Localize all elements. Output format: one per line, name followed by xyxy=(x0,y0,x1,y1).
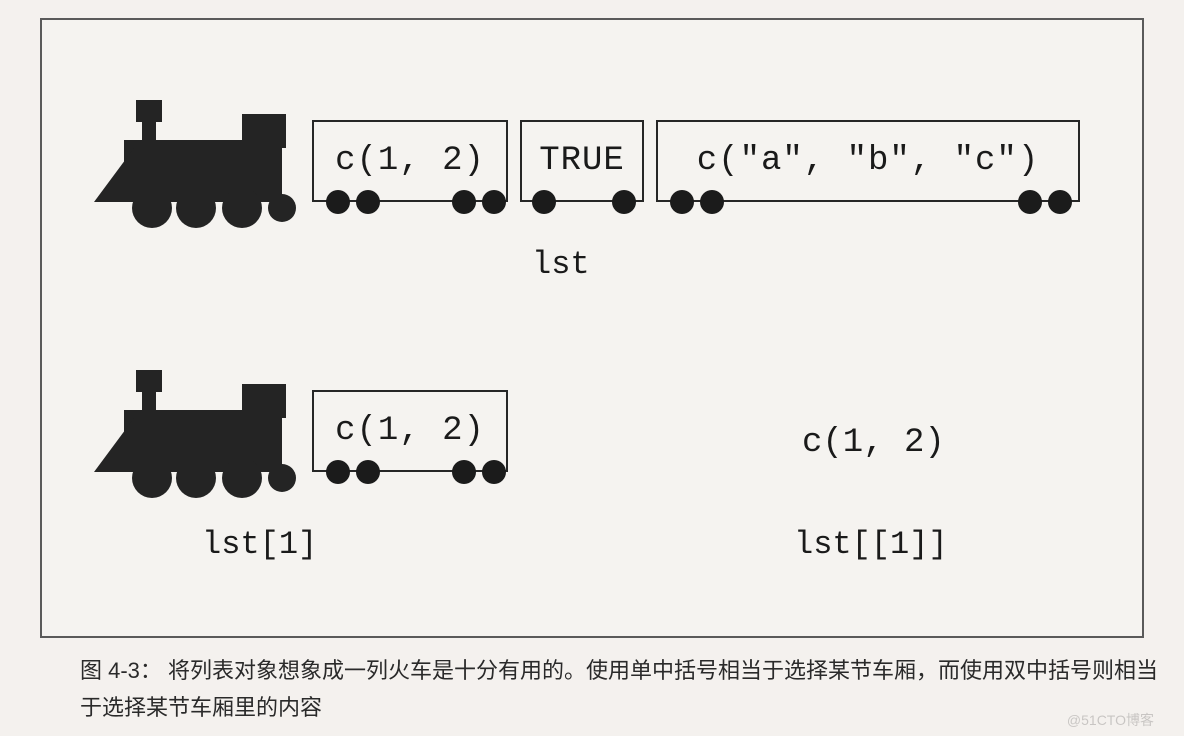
wheel xyxy=(482,190,506,214)
figure-caption-text: 将列表对象想象成一列火车是十分有用的。使用单中括号相当于选择某节车厢，而使用双中… xyxy=(80,658,1158,720)
figure-frame: c(1, 2) TRUE c("a", "b", "c") lst xyxy=(40,18,1144,638)
locomotive-1 xyxy=(94,90,304,235)
wheel xyxy=(326,190,350,214)
wheel xyxy=(1018,190,1042,214)
value-only-text: c(1, 2) xyxy=(802,424,945,462)
train1-car-1-text: c(1, 2) xyxy=(335,142,485,180)
wheel xyxy=(1048,190,1072,214)
train2-car-1-text: c(1, 2) xyxy=(335,412,485,450)
value-only-label: lst[[1]] xyxy=(794,526,948,563)
wheel xyxy=(532,190,556,214)
figure-number: 图 4-3： xyxy=(80,652,162,689)
train1-car-2-text: TRUE xyxy=(539,142,625,180)
train1-car-3: c("a", "b", "c") xyxy=(656,120,1080,202)
locomotive-2 xyxy=(94,360,304,505)
wheel xyxy=(670,190,694,214)
wheel xyxy=(612,190,636,214)
figure-caption: 图 4-3： 将列表对象想象成一列火车是十分有用的。使用单中括号相当于选择某节车… xyxy=(80,652,1170,727)
train1-car-3-text: c("a", "b", "c") xyxy=(697,142,1039,180)
wheel xyxy=(356,190,380,214)
watermark: @51CTO博客 xyxy=(1067,710,1154,730)
train1-label: lst xyxy=(532,246,590,283)
train2-label: lst[1] xyxy=(202,526,317,563)
wheel xyxy=(700,190,724,214)
wheel xyxy=(482,460,506,484)
wheel xyxy=(356,460,380,484)
wheel xyxy=(326,460,350,484)
wheel xyxy=(452,460,476,484)
wheel xyxy=(452,190,476,214)
